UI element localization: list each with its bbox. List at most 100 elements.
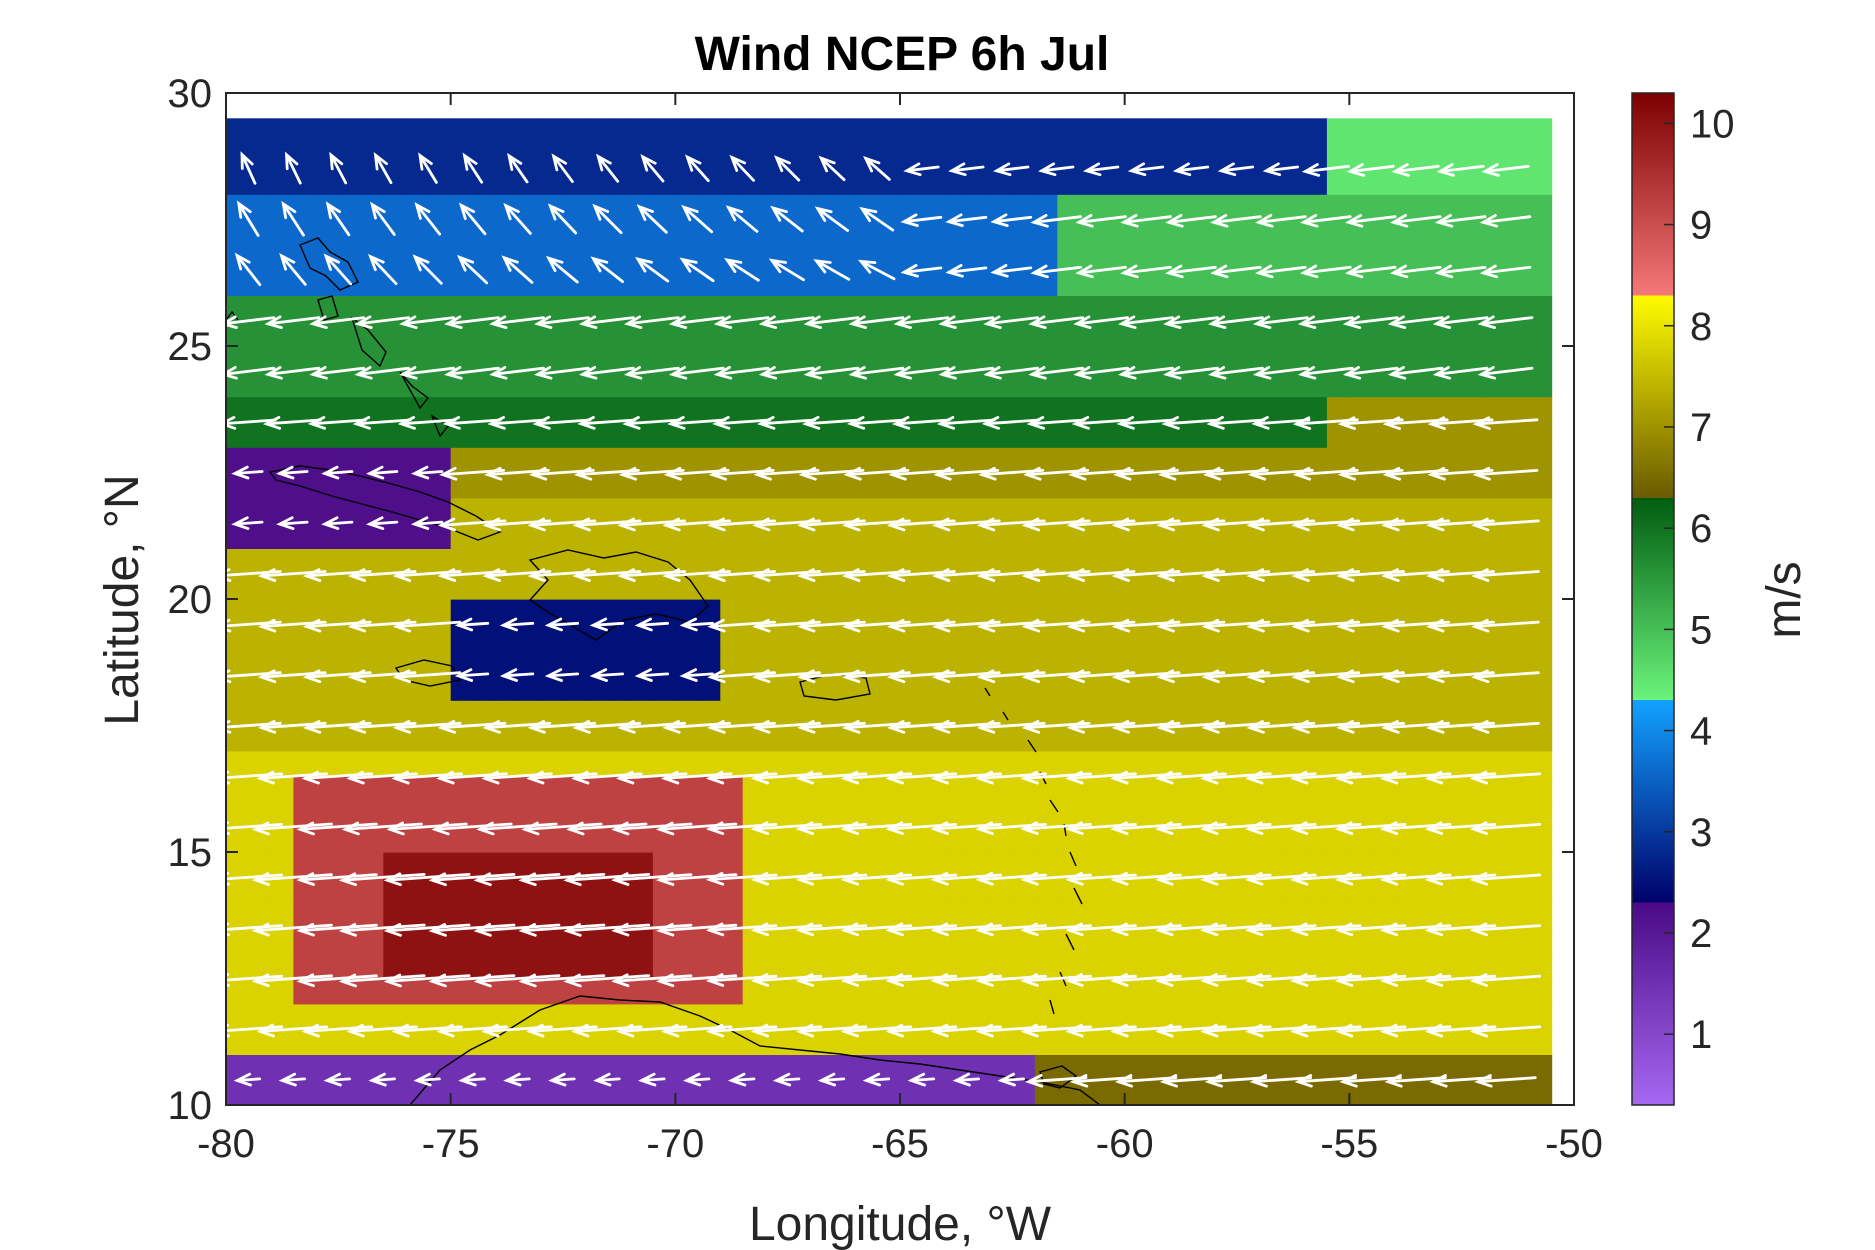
speed-cell [1147, 649, 1171, 676]
speed-cell [248, 649, 272, 676]
speed-cell [383, 1054, 407, 1081]
speed-cell [518, 599, 542, 625]
speed-cell [248, 902, 272, 929]
speed-cell [742, 927, 766, 954]
speed-cell [922, 497, 946, 524]
speed-cell [810, 927, 834, 954]
speed-cell [855, 219, 879, 246]
speed-cell [944, 194, 968, 221]
speed-cell [293, 472, 317, 499]
speed-cell [563, 194, 587, 221]
wind-arrow [1477, 315, 1534, 329]
speed-cell [989, 801, 1013, 828]
speed-cell [675, 396, 699, 423]
speed-cell [1079, 396, 1103, 423]
wind-arrow [857, 259, 896, 281]
speed-cell [765, 953, 789, 980]
speed-cell [315, 978, 339, 1005]
speed-cell [1102, 902, 1126, 929]
speed-cell [1371, 421, 1395, 448]
wind-arrow [1255, 264, 1307, 279]
speed-cell [832, 421, 856, 448]
speed-cell [967, 978, 991, 1005]
speed-cell [1461, 346, 1485, 372]
speed-cell [293, 649, 317, 676]
x-tick-label: -75 [422, 1122, 480, 1166]
speed-cell [1304, 700, 1328, 727]
speed-cell [248, 1029, 272, 1055]
speed-cell [1371, 244, 1395, 271]
speed-cell [630, 472, 654, 499]
speed-cell [1461, 421, 1485, 448]
speed-cell [270, 1003, 294, 1030]
speed-cell [1192, 700, 1216, 727]
colorbar-tick-label: 6 [1690, 507, 1712, 551]
speed-cell [315, 877, 339, 904]
speed-cell [1237, 750, 1261, 777]
speed-cell [1506, 877, 1530, 904]
speed-cell [1102, 624, 1126, 651]
speed-cell [563, 1003, 587, 1030]
colorbar-tick-label: 2 [1690, 912, 1712, 956]
speed-cell [360, 168, 384, 195]
speed-cell [1147, 801, 1171, 828]
speed-cell [1484, 700, 1508, 727]
speed-cell [383, 599, 407, 625]
speed-cell [563, 649, 587, 676]
wind-arrow [251, 821, 333, 836]
wind-arrow [373, 151, 393, 185]
speed-cell [1529, 194, 1553, 221]
wind-arrow [578, 366, 635, 380]
speed-cell [1529, 750, 1553, 777]
speed-cell [495, 953, 519, 980]
speed-cell [877, 877, 901, 904]
speed-cell [720, 270, 744, 296]
speed-cell [1102, 826, 1126, 853]
speed-cell [1057, 244, 1081, 271]
wind-arrow [501, 255, 534, 284]
speed-cell [383, 320, 407, 347]
speed-cell [810, 523, 834, 549]
speed-cell [1192, 573, 1216, 600]
speed-cell [855, 826, 879, 853]
speed-cell [1214, 118, 1238, 145]
speed-cell [1304, 447, 1328, 474]
speed-cell [1192, 776, 1216, 802]
speed-cell [900, 826, 924, 853]
speed-cell [877, 624, 901, 651]
speed-cell [810, 548, 834, 575]
speed-cell [630, 1079, 654, 1105]
speed-cell [1192, 826, 1216, 853]
speed-cell [1461, 573, 1485, 600]
wind-arrow [354, 366, 411, 380]
speed-cell [630, 826, 654, 853]
speed-cell [765, 674, 789, 701]
speed-cell [652, 953, 676, 980]
speed-cell [1461, 143, 1485, 170]
speed-cell [1484, 725, 1508, 752]
speed-cell [1439, 649, 1463, 676]
speed-cell [765, 700, 789, 727]
speed-cell [877, 852, 901, 878]
colorbar-tick-label: 4 [1690, 710, 1712, 754]
speed-cell [1237, 421, 1261, 448]
speed-cell [226, 168, 250, 195]
speed-cell [944, 472, 968, 499]
speed-cell [1012, 573, 1036, 600]
speed-cell [338, 194, 362, 221]
speed-cell [1326, 396, 1350, 423]
wind-arrow [1474, 1074, 1537, 1088]
speed-cell [810, 599, 834, 625]
speed-cell [944, 700, 968, 727]
speed-cell [1304, 118, 1328, 145]
speed-cell [473, 244, 497, 271]
x-tick-label: -65 [871, 1122, 929, 1166]
speed-cell [675, 295, 699, 322]
speed-cell [1394, 1029, 1418, 1055]
speed-cell [1034, 852, 1058, 878]
speed-cell [270, 548, 294, 575]
speed-cell [428, 776, 452, 802]
speed-cell [1192, 953, 1216, 980]
speed-cell [832, 877, 856, 904]
speed-cell [787, 194, 811, 221]
